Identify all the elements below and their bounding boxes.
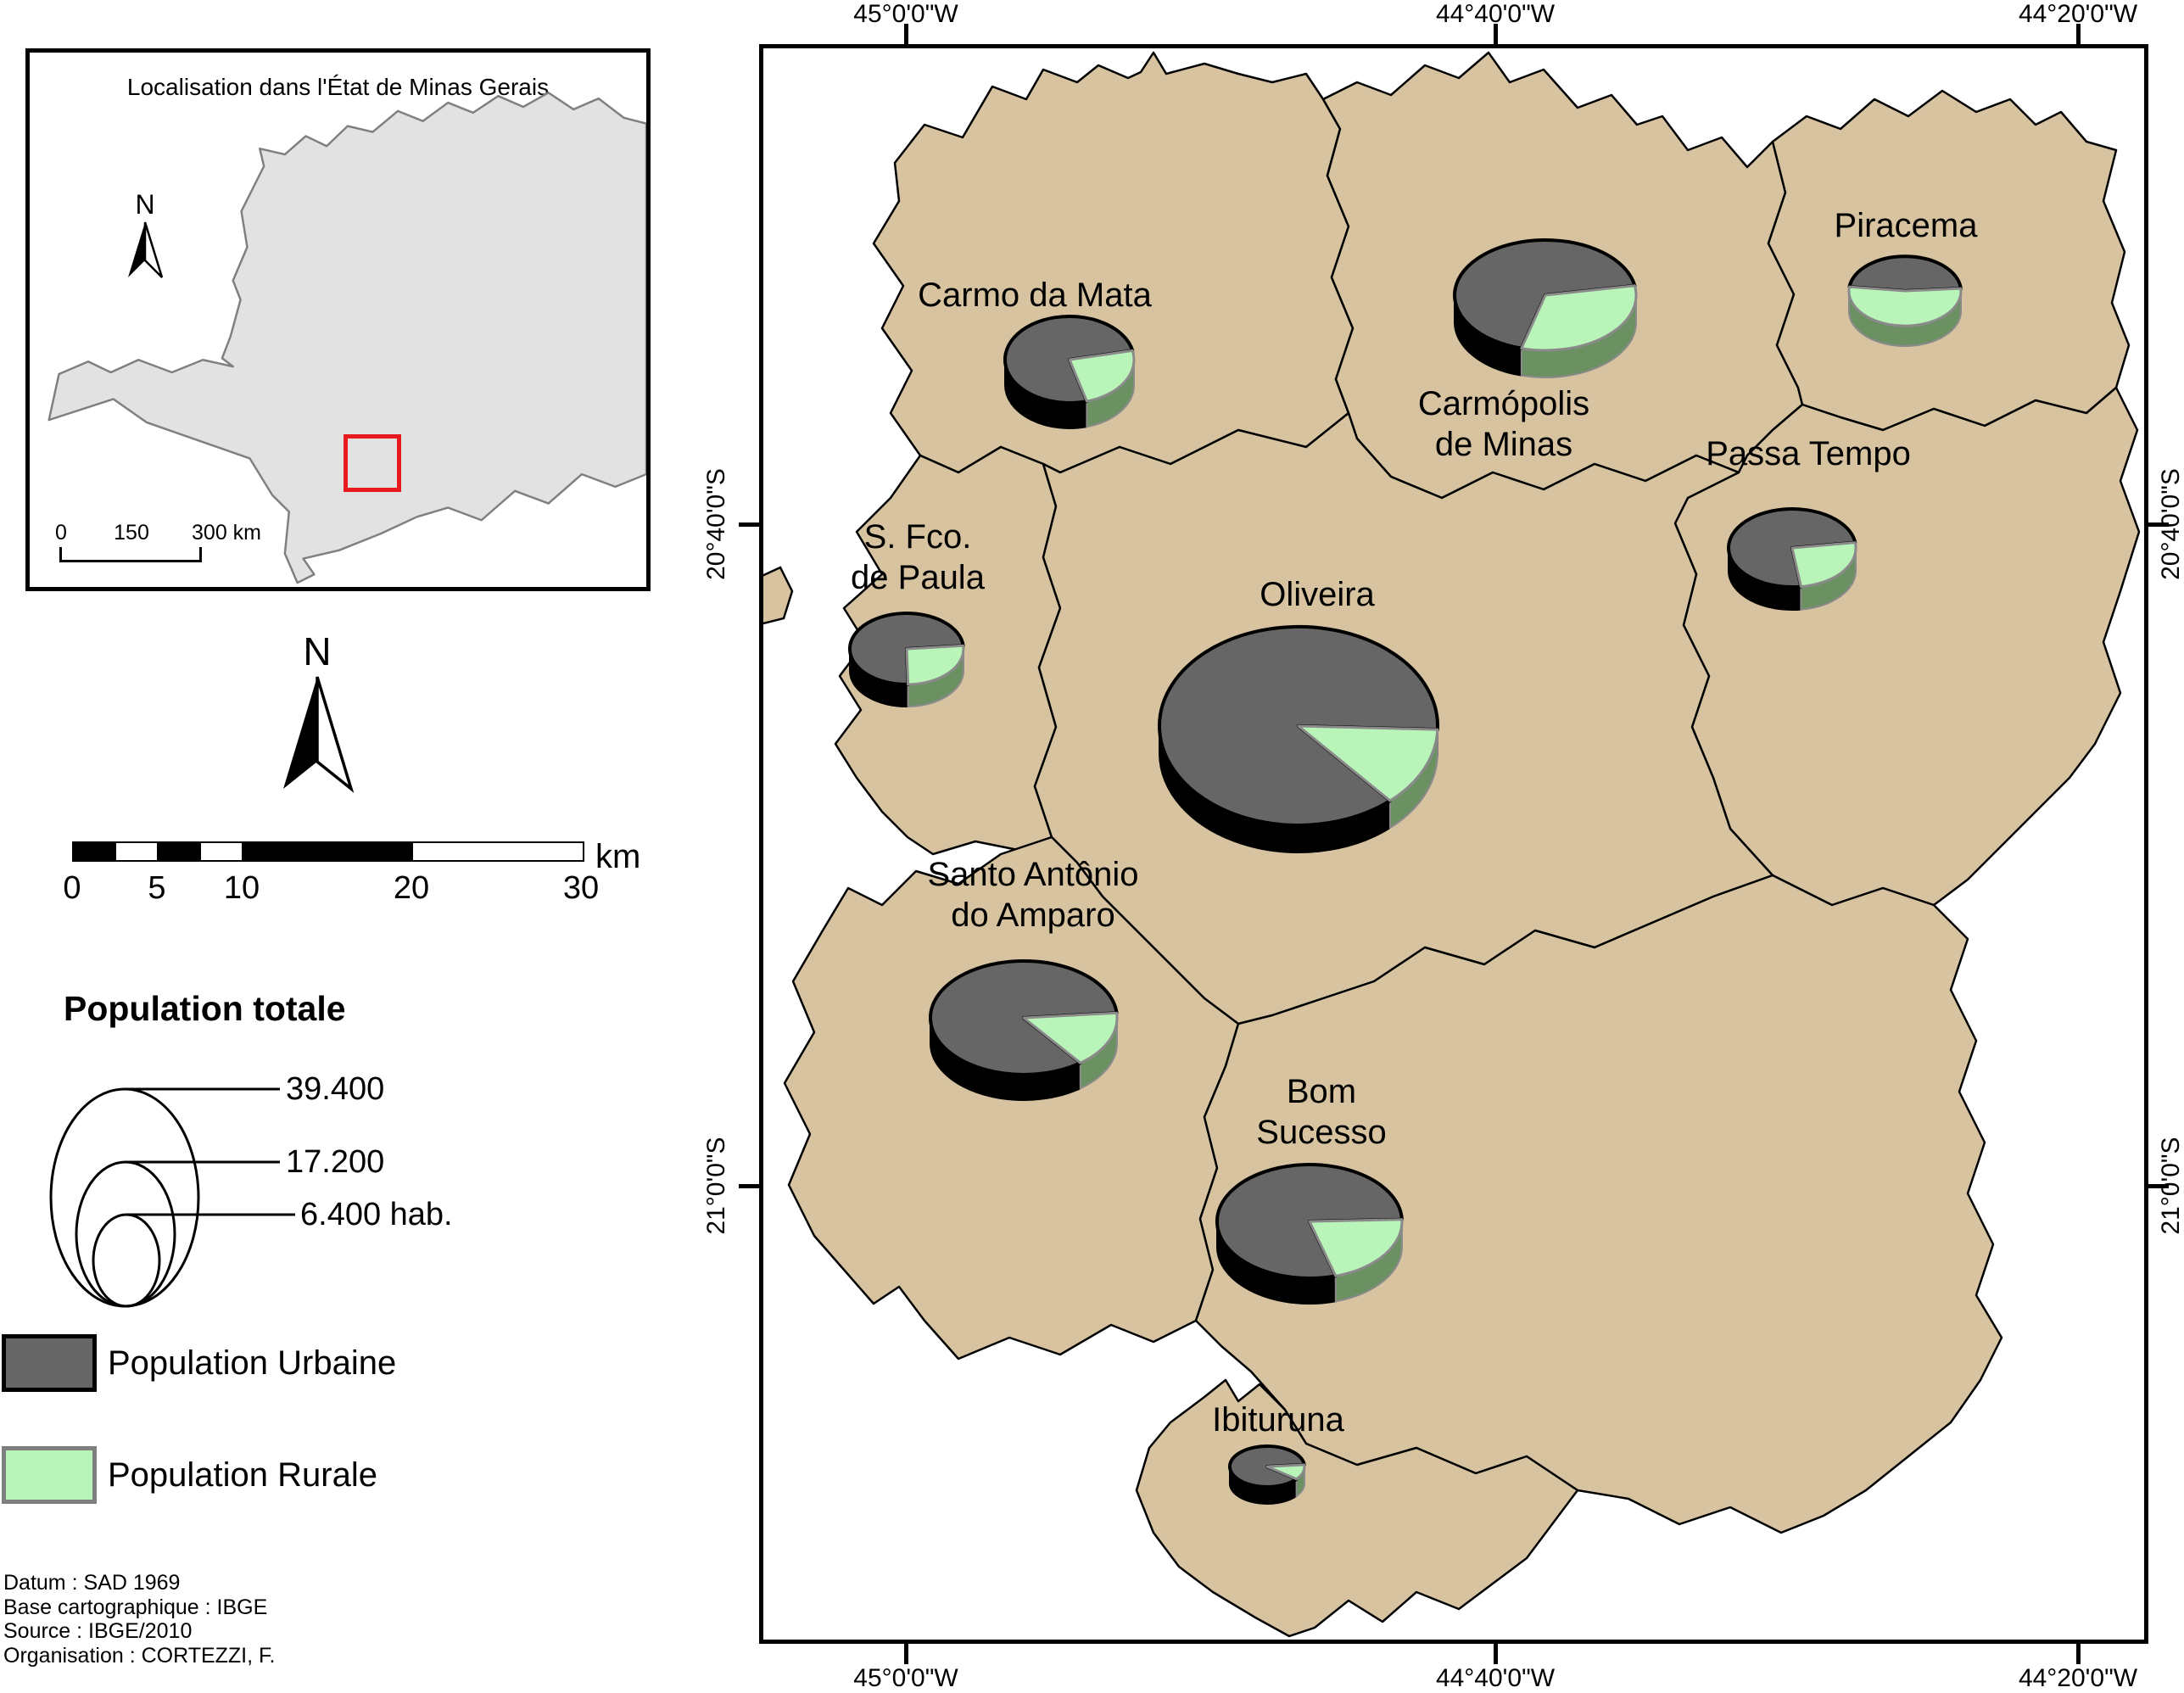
pie-oliveira [1159, 627, 1438, 852]
lon-label-bottom-1: 44°40'0"W [1436, 1664, 1555, 1693]
lat-label-right-1: 21°0'0"S [2157, 1137, 2184, 1234]
inset-scalebar-label-150: 150 [114, 521, 149, 545]
rural-swatch [2, 1446, 97, 1504]
pie-bom-sucesso [1217, 1165, 1402, 1304]
pie-ibituruna [1230, 1446, 1304, 1504]
circle-small [93, 1215, 159, 1306]
north-arrow-left [283, 677, 317, 789]
circle-value-medium: 17.200 [286, 1144, 384, 1181]
scale-label-10: 10 [224, 870, 260, 907]
scale-label-30: 30 [563, 870, 599, 907]
inset-north-arrow-left [128, 222, 145, 277]
circle-large [51, 1089, 198, 1306]
credit-datum: Datum : SAD 1969 [3, 1571, 180, 1595]
label-carmopolis-de-minas: de Minas [1435, 426, 1572, 463]
inset-scalebar-line [59, 560, 202, 562]
scale-label-5: 5 [148, 870, 165, 907]
label-s-fco-de-paula: S. Fco. [864, 518, 972, 556]
north-arrow-right [317, 677, 351, 789]
pie-carmo-da-mata [1005, 316, 1134, 428]
label-bom-sucesso: Bom [1287, 1073, 1356, 1110]
inset-scalebar-label-300: 300 km [192, 521, 261, 545]
circle-value-small: 6.400 hab. [300, 1197, 453, 1233]
municipality-piracema [1768, 91, 2129, 430]
scale-label-20: 20 [394, 870, 429, 907]
study-area-box [344, 434, 401, 492]
credit-org: Organisation : CORTEZZI, F. [3, 1644, 275, 1668]
lat-label-left-1: 21°0'0"S [702, 1137, 731, 1234]
pie-s-fco-de-paula [850, 613, 964, 707]
label-santo-antonio-do-amparo: do Amparo [951, 897, 1114, 934]
scale-seg [74, 843, 116, 860]
main-map: Carmo da Mata Carmópolis de Minas Piracema P… [763, 48, 2144, 1640]
label-piracema: Piracema [1835, 207, 1979, 244]
municipality-s-fco-de-paula-exclave [763, 567, 792, 625]
inset-north-arrow: N [119, 188, 171, 286]
inset-north-arrow-right [145, 222, 162, 277]
pie-piracema [1849, 256, 1961, 346]
inset-north-letter: N [135, 189, 154, 220]
lat-label-right-0: 20°40'0"S [2157, 468, 2184, 580]
scale-seg [243, 843, 413, 860]
inset-scalebar-label-0: 0 [55, 521, 67, 545]
label-santo-antonio-do-amparo: Santo Antônio [927, 856, 1138, 893]
minas-gerais-shape [49, 92, 646, 583]
inset-locator-map: Localisation dans l'État de Minas Gerais… [25, 48, 651, 591]
lon-label-top-0: 45°0'0"W [853, 0, 958, 29]
label-carmo-da-mata: Carmo da Mata [918, 277, 1152, 314]
lon-label-top-2: 44°20'0"W [2019, 0, 2137, 29]
legend-title: Population totale [64, 989, 346, 1029]
scale-seg [159, 843, 201, 860]
credit-base: Base cartographique : IBGE [3, 1595, 267, 1620]
lon-tick-bottom-1 [1494, 1644, 1498, 1664]
lat-tick-left-0 [739, 522, 759, 527]
minas-gerais-outline-map [30, 53, 646, 587]
credit-source: Source : IBGE/2010 [3, 1619, 192, 1644]
scale-seg [413, 843, 579, 860]
lon-tick-bottom-2 [2076, 1644, 2081, 1664]
label-carmopolis-de-minas: Carmópolis [1418, 385, 1589, 422]
scale-seg [201, 843, 243, 860]
scale-unit: km [595, 838, 640, 876]
label-passa-tempo: Passa Tempo [1706, 435, 1911, 472]
lat-label-left-0: 20°40'0"S [702, 468, 731, 580]
circle-value-large: 39.400 [286, 1071, 384, 1108]
urban-label: Population Urbaine [108, 1344, 396, 1383]
scale-seg [116, 843, 159, 860]
north-letter: N [303, 629, 331, 673]
lon-label-bottom-2: 44°20'0"W [2019, 1664, 2137, 1693]
scale-label-0: 0 [63, 870, 81, 907]
label-s-fco-de-paula: de Paula [851, 559, 986, 596]
rural-label: Population Rurale [108, 1456, 377, 1495]
label-oliveira: Oliveira [1260, 576, 1375, 613]
north-arrow: N [278, 628, 356, 794]
proportional-circles [34, 1060, 305, 1315]
lat-tick-left-1 [739, 1184, 759, 1188]
pie-santo-antonio-do-amparo [930, 961, 1117, 1100]
label-bom-sucesso: Sucesso [1256, 1114, 1386, 1151]
pie-carmopolis-de-minas [1455, 240, 1636, 377]
pie-passa-tempo [1729, 509, 1856, 610]
inset-scalebar-tick-left [59, 547, 62, 562]
scale-bar [72, 841, 584, 862]
urban-swatch [2, 1334, 97, 1392]
lon-label-top-1: 44°40'0"W [1436, 0, 1555, 29]
inset-scalebar-tick-right [199, 547, 202, 562]
circle-medium [76, 1162, 175, 1306]
lon-label-bottom-0: 45°0'0"W [853, 1664, 958, 1693]
label-ibituruna: Ibituruna [1212, 1401, 1344, 1439]
lon-tick-bottom-0 [904, 1644, 908, 1664]
